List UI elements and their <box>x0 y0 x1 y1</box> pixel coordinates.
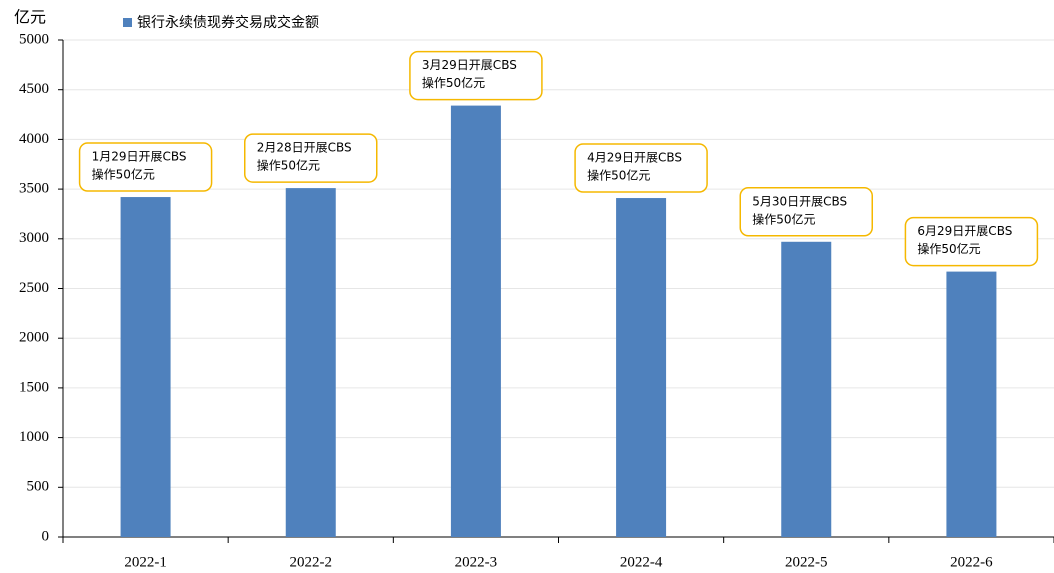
legend-swatch <box>123 18 132 27</box>
annotation-text: 4月29日开展CBS <box>587 151 682 165</box>
annotation-box <box>78 142 213 192</box>
annotation-box <box>904 216 1039 267</box>
bar <box>781 241 832 538</box>
annotation-text: 操作50亿元 <box>422 75 485 90</box>
bar <box>616 198 667 537</box>
annotation-text: 操作50亿元 <box>257 158 320 173</box>
y-tick-label: 500 <box>27 479 50 495</box>
y-tick-label: 2500 <box>19 280 49 296</box>
bar <box>285 188 336 537</box>
bar <box>450 105 501 537</box>
annotation-box <box>409 50 543 101</box>
y-tick-label: 1500 <box>19 379 49 395</box>
annotation-text: 6月29日开展CBS <box>917 224 1012 238</box>
x-tick-label: 2022-1 <box>124 554 167 570</box>
y-tick-label: 2000 <box>19 330 49 346</box>
x-tick-label: 2022-2 <box>290 554 333 570</box>
bar <box>120 197 171 537</box>
x-tick-label: 2022-5 <box>785 554 828 570</box>
y-tick-label: 3000 <box>19 230 49 246</box>
annotation-text: 3月29日开展CBS <box>422 58 517 72</box>
x-tick-label: 2022-6 <box>950 554 993 570</box>
annotation-text: 操作50亿元 <box>917 241 980 256</box>
annotation-box <box>739 187 873 237</box>
annotation-text: 操作50亿元 <box>92 167 155 182</box>
y-tick-label: 5000 <box>19 31 49 47</box>
annotation-text: 操作50亿元 <box>587 168 650 183</box>
annotation-text: 5月30日开展CBS <box>752 194 847 208</box>
legend-label: 银行永续债现券交易成交金额 <box>137 14 319 31</box>
y-tick-label: 4000 <box>19 131 49 147</box>
annotation-text: 2月28日开展CBS <box>257 141 352 155</box>
y-tick-label: 3500 <box>19 181 49 197</box>
annotation-box <box>244 133 378 183</box>
annotation-box <box>574 143 708 193</box>
x-tick-label: 2022-3 <box>455 554 498 570</box>
y-tick-label: 4500 <box>19 81 49 97</box>
annotation-text: 1月29日开展CBS <box>92 150 187 164</box>
y-tick-label: 1000 <box>19 429 49 445</box>
y-tick-label: 0 <box>42 528 50 544</box>
bar <box>946 271 997 537</box>
y-axis-label: 亿元 <box>14 8 46 27</box>
x-tick-label: 2022-4 <box>620 554 663 570</box>
annotation-text: 操作50亿元 <box>752 211 815 226</box>
